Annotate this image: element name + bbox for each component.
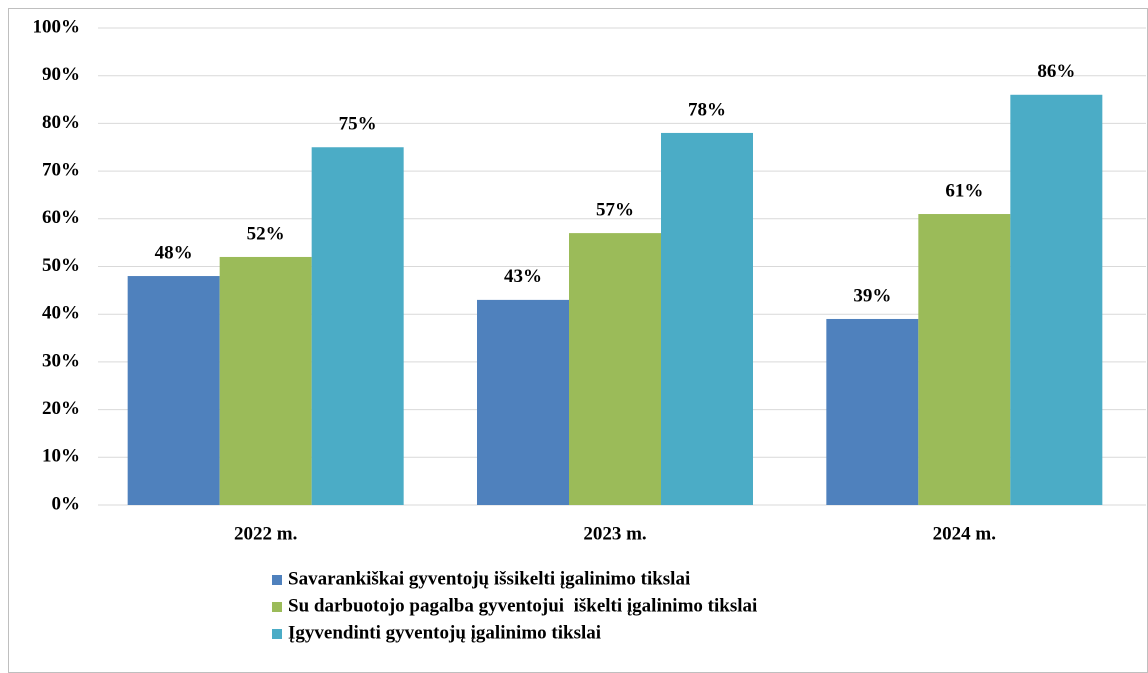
bar: [311, 147, 404, 505]
legend-swatch: [272, 602, 282, 612]
data-label: 57%: [596, 199, 634, 220]
bar: [569, 233, 661, 506]
x-tick-label: 2024 m.: [933, 523, 996, 544]
y-tick-label: 90%: [42, 64, 80, 85]
bar: [219, 256, 312, 505]
y-tick-label: 80%: [42, 112, 80, 133]
bar: [661, 132, 753, 505]
data-label: 75%: [339, 114, 377, 135]
y-tick-label: 70%: [42, 159, 80, 180]
x-tick-label: 2023 m.: [583, 523, 646, 544]
data-label: 43%: [504, 266, 542, 287]
y-tick-label: 30%: [42, 350, 80, 371]
y-tick-label: 50%: [42, 255, 80, 276]
y-tick-label: 20%: [42, 398, 80, 419]
x-tick-label: 2022 m.: [234, 523, 297, 544]
data-label: 48%: [155, 242, 193, 263]
y-tick-label: 60%: [42, 207, 80, 228]
y-tick-label: 10%: [42, 446, 80, 467]
data-label: 61%: [945, 180, 983, 201]
data-label: 86%: [1037, 61, 1075, 82]
bar: [1010, 94, 1103, 505]
bar: [826, 318, 919, 505]
y-tick-label: 0%: [52, 493, 81, 514]
legend-label: Savarankiškai gyventojų išsikelti įgalin…: [288, 568, 690, 589]
legend-label: Įgyvendinti gyventojų įgalinimo tikslai: [288, 622, 601, 643]
y-tick-label: 40%: [42, 303, 80, 324]
legend-swatch: [272, 575, 282, 585]
legend-label: Su darbuotojo pagalba gyventojui iškelti…: [288, 595, 757, 616]
bar: [477, 299, 569, 505]
data-label: 39%: [853, 285, 891, 306]
y-tick-label: 100%: [33, 16, 81, 37]
bar: [918, 214, 1011, 505]
bar: [127, 276, 220, 505]
data-label: 78%: [688, 99, 726, 120]
legend-swatch: [272, 629, 282, 639]
data-label: 52%: [247, 223, 285, 244]
